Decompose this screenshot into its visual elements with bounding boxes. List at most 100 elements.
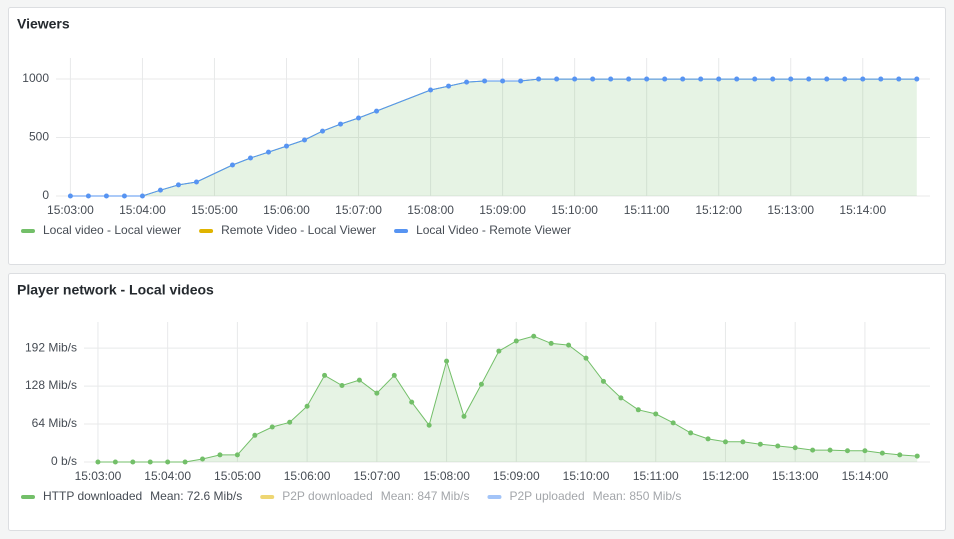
legend-label[interactable]: Remote Video - Local Viewer (221, 223, 376, 237)
data-point (67, 193, 73, 199)
data-point (531, 333, 537, 339)
data-point (121, 193, 127, 199)
data-point (844, 448, 850, 454)
data-point (304, 403, 310, 409)
y-tick-label: 500 (29, 130, 49, 144)
data-point (752, 76, 758, 82)
legend-label[interactable]: HTTP downloaded (43, 489, 142, 503)
legend-swatch (394, 229, 409, 233)
x-tick-label: 15:08:00 (407, 203, 454, 217)
data-point (500, 78, 506, 84)
data-point (200, 456, 206, 462)
x-tick-label: 15:11:00 (624, 203, 670, 217)
x-tick-label: 15:04:00 (144, 469, 191, 483)
data-point (496, 348, 502, 354)
data-point (157, 187, 163, 193)
data-point (626, 76, 632, 82)
panel-title[interactable]: Viewers (17, 16, 70, 32)
data-point (338, 121, 344, 127)
data-point (583, 355, 589, 361)
legend-swatch (260, 495, 275, 499)
data-point (653, 411, 659, 417)
data-point (662, 76, 668, 82)
data-point (860, 76, 866, 82)
data-point (374, 108, 380, 114)
data-point (234, 452, 240, 458)
data-point (688, 430, 694, 436)
data-point (644, 76, 650, 82)
legend-swatch (487, 495, 502, 499)
data-point (879, 450, 885, 456)
panel (8, 273, 946, 531)
data-point (130, 459, 136, 465)
data-point (806, 76, 812, 82)
data-point (426, 422, 432, 428)
x-tick-label: 15:03:00 (47, 203, 94, 217)
data-point (302, 137, 308, 143)
data-point (409, 399, 415, 405)
data-point (548, 340, 554, 346)
data-point (95, 459, 101, 465)
x-tick-label: 15:10:00 (563, 469, 610, 483)
data-point (670, 420, 676, 426)
data-point (428, 87, 434, 93)
y-tick-label: 0 (42, 188, 49, 202)
data-point (734, 76, 740, 82)
x-tick-label: 15:11:00 (633, 469, 679, 483)
legend-label[interactable]: Local video - Local viewer (43, 223, 181, 237)
x-tick-label: 15:06:00 (263, 203, 310, 217)
data-point (461, 413, 467, 419)
data-point (284, 143, 290, 149)
data-point (757, 441, 763, 447)
data-point (85, 193, 91, 199)
series-line (97, 335, 918, 463)
data-point (896, 76, 902, 82)
x-tick-label: 15:12:00 (702, 469, 749, 483)
data-point (103, 193, 109, 199)
series-area (97, 336, 918, 462)
data-point (842, 76, 848, 82)
data-point (374, 390, 380, 396)
panel-title[interactable]: Player network - Local videos (17, 282, 214, 298)
legend-label[interactable]: P2P uploaded (509, 489, 584, 503)
data-point (217, 452, 223, 458)
y-tick-label: 128 Mib/s (25, 378, 77, 392)
legend-mean: Mean: 72.6 Mib/s (150, 489, 242, 503)
data-point (827, 447, 833, 453)
data-point (590, 76, 596, 82)
data-point (356, 115, 362, 121)
legend-label[interactable]: Local Video - Remote Viewer (416, 223, 571, 237)
data-point (356, 377, 362, 383)
data-point (182, 459, 188, 465)
x-tick-label: 15:08:00 (423, 469, 470, 483)
data-point (446, 83, 452, 89)
data-point (635, 407, 641, 413)
data-point (322, 372, 328, 378)
x-tick-label: 15:14:00 (839, 203, 886, 217)
data-point (878, 76, 884, 82)
data-point (265, 149, 271, 155)
panel (8, 7, 946, 265)
data-point (464, 79, 470, 85)
data-point (478, 381, 484, 387)
x-tick-label: 15:05:00 (214, 469, 261, 483)
data-point (862, 448, 868, 454)
data-point (810, 447, 816, 453)
x-tick-label: 15:13:00 (772, 469, 819, 483)
data-point (147, 459, 153, 465)
data-point (252, 432, 258, 438)
data-point (229, 162, 235, 168)
x-tick-label: 15:09:00 (479, 203, 526, 217)
legend-mean: Mean: 850 Mib/s (593, 489, 682, 503)
data-point (287, 419, 293, 425)
x-tick-label: 15:09:00 (493, 469, 540, 483)
legend-swatch (199, 229, 214, 233)
data-point (112, 459, 118, 465)
data-point (716, 76, 722, 82)
data-point (444, 358, 450, 364)
data-point (269, 424, 275, 430)
data-point (554, 76, 560, 82)
legend-label[interactable]: P2P downloaded (282, 489, 373, 503)
data-point (770, 76, 776, 82)
